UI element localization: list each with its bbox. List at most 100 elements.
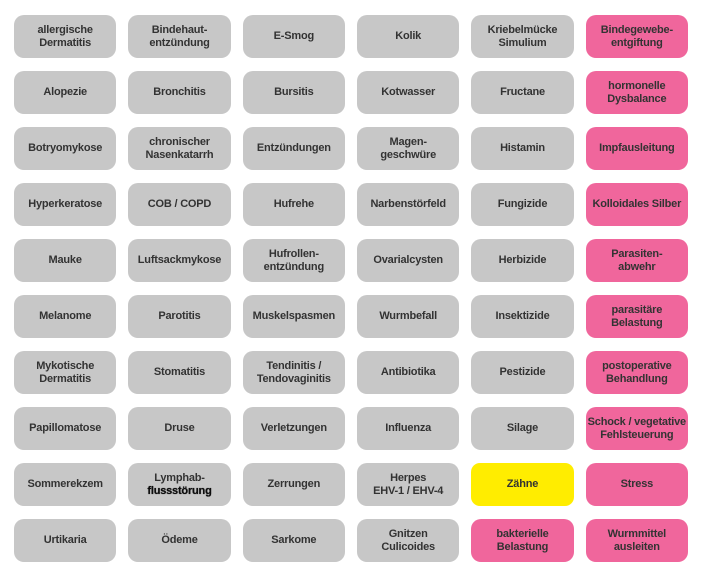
tile-label: Dermatitis bbox=[39, 372, 92, 385]
tile-narbenstörfeld[interactable]: Narbenstörfeld bbox=[357, 183, 460, 226]
tile-label: Magen- bbox=[389, 135, 428, 148]
tile-schock-vegetative-fehlsteuerung[interactable]: Schock / vegetative Fehlsteuerung bbox=[585, 407, 688, 450]
tile-label: Fructane bbox=[500, 86, 545, 99]
tile-label: Parasiten- bbox=[611, 247, 663, 260]
tile-label: Druse bbox=[164, 422, 195, 435]
tile-bindehaut-entzündung[interactable]: Bindehaut-entzündung bbox=[128, 15, 231, 58]
tile-alopezie[interactable]: Alopezie bbox=[14, 71, 117, 114]
tile-label: Kriebelmücke bbox=[487, 23, 558, 36]
tile-muskelspasmen[interactable]: Muskelspasmen bbox=[242, 295, 345, 338]
tile-bronchitis[interactable]: Bronchitis bbox=[128, 71, 231, 114]
tile-label: Tendovaginitis bbox=[256, 372, 331, 385]
tile-label: Verletzungen bbox=[260, 422, 327, 435]
tile-pestizide[interactable]: Pestizide bbox=[471, 351, 574, 394]
tile-label: Kolloidales Silber bbox=[592, 198, 682, 211]
tile-label: bakterielle bbox=[496, 527, 549, 540]
tile-wurmbefall[interactable]: Wurmbefall bbox=[357, 295, 460, 338]
tile-e-smog[interactable]: E-Smog bbox=[242, 15, 345, 58]
tile-label: Influenza bbox=[385, 422, 432, 435]
tile-kotwasser[interactable]: Kotwasser bbox=[357, 71, 460, 114]
tile-allergische-dermatitis[interactable]: allergische Dermatitis bbox=[14, 15, 117, 58]
tile-label: Pestizide bbox=[499, 366, 546, 379]
tile-stomatitis[interactable]: Stomatitis bbox=[128, 351, 231, 394]
tile-label: abwehr bbox=[618, 260, 656, 273]
tile-mykotische-dermatitis[interactable]: Mykotische Dermatitis bbox=[14, 351, 117, 394]
tile-gnitzen-culicoides[interactable]: Gnitzen Culicoides bbox=[357, 519, 460, 562]
tile-label: Hufrollen- bbox=[268, 247, 319, 260]
tile-label: Hyperkeratose bbox=[28, 198, 103, 211]
tile-label: Simulium bbox=[498, 36, 547, 49]
tile-druse[interactable]: Druse bbox=[128, 407, 231, 450]
tile-antibiotika[interactable]: Antibiotika bbox=[357, 351, 460, 394]
tile-label: Sommerekzem bbox=[27, 478, 103, 491]
tile-label: Kotwasser bbox=[381, 86, 436, 99]
tile-hufrollen-entzündung[interactable]: Hufrollen-entzündung bbox=[242, 239, 345, 282]
tile-label: Dysbalance bbox=[607, 92, 667, 105]
tile-hufrehe[interactable]: Hufrehe bbox=[242, 183, 345, 226]
tile-label: Herpes bbox=[390, 471, 427, 484]
tile-kolik[interactable]: Kolik bbox=[357, 15, 460, 58]
tile-papillomatose[interactable]: Papillomatose bbox=[14, 407, 117, 450]
tile-parasitäre-belastung[interactable]: parasitäre Belastung bbox=[585, 295, 688, 338]
tile-magen-geschwüre[interactable]: Magen-geschwüre bbox=[357, 127, 460, 170]
tile-hyperkeratose[interactable]: Hyperkeratose bbox=[14, 183, 117, 226]
tile-label: Stress bbox=[620, 478, 654, 491]
tile-label: Belastung bbox=[611, 316, 663, 329]
tile-sarkome[interactable]: Sarkome bbox=[242, 519, 345, 562]
tile-lymphab-flussstörung[interactable]: Lymphab-flussstörung bbox=[128, 463, 231, 506]
tile-silage[interactable]: Silage bbox=[471, 407, 574, 450]
tile-herpes-ehv-1-ehv-4[interactable]: Herpes EHV-1 / EHV-4 bbox=[357, 463, 460, 506]
tile-label: Parotitis bbox=[158, 310, 201, 323]
tile-label: Kolik bbox=[395, 30, 422, 43]
tile-label: Urtikaria bbox=[43, 534, 87, 547]
tile-label: entgiftung bbox=[610, 36, 663, 49]
tile-parotitis[interactable]: Parotitis bbox=[128, 295, 231, 338]
tile-label: Bindegewebe- bbox=[600, 23, 673, 36]
tile-label: Gnitzen bbox=[388, 527, 428, 540]
tile-ovarialcysten[interactable]: Ovarialcysten bbox=[357, 239, 460, 282]
tile-bursitis[interactable]: Bursitis bbox=[242, 71, 345, 114]
tile-mauke[interactable]: Mauke bbox=[14, 239, 117, 282]
tile-tendinitis-tendovaginitis[interactable]: Tendinitis / Tendovaginitis bbox=[242, 351, 345, 394]
tile-kriebelmücke-simulium[interactable]: Kriebelmücke Simulium bbox=[471, 15, 574, 58]
tile-botryomykose[interactable]: Botryomykose bbox=[14, 127, 117, 170]
tile-zähne[interactable]: Zähne bbox=[471, 463, 574, 506]
tile-label: allergische bbox=[37, 23, 93, 36]
tile-insektizide[interactable]: Insektizide bbox=[471, 295, 574, 338]
tile-histamin[interactable]: Histamin bbox=[471, 127, 574, 170]
tile-label: Herbizide bbox=[498, 254, 547, 267]
tile-label: Nasenkatarrh bbox=[145, 148, 214, 161]
tile-verletzungen[interactable]: Verletzungen bbox=[242, 407, 345, 450]
tile-impfausleitung[interactable]: Impfausleitung bbox=[585, 127, 688, 170]
tile-melanome[interactable]: Melanome bbox=[14, 295, 117, 338]
tile-urtikaria[interactable]: Urtikaria bbox=[14, 519, 117, 562]
tile-label: Culicoides bbox=[381, 540, 435, 553]
tile-influenza[interactable]: Influenza bbox=[357, 407, 460, 450]
tile-postoperative-behandlung[interactable]: postoperative Behandlung bbox=[585, 351, 688, 394]
condition-grid: allergische Dermatitis Bindehaut-entzündun… bbox=[14, 15, 688, 562]
tile-cob-copd[interactable]: COB / COPD bbox=[128, 183, 231, 226]
tile-parasiten-abwehr[interactable]: Parasiten-abwehr bbox=[585, 239, 688, 282]
tile-ödeme[interactable]: Ödeme bbox=[128, 519, 231, 562]
tile-entzündungen[interactable]: Entzündungen bbox=[242, 127, 345, 170]
tile-fructane[interactable]: Fructane bbox=[471, 71, 574, 114]
tile-stress[interactable]: Stress bbox=[585, 463, 688, 506]
tile-label: Alopezie bbox=[43, 86, 87, 99]
tile-chronischer-nasenkatarrh[interactable]: chronischer Nasenkatarrh bbox=[128, 127, 231, 170]
tile-wurmmittel-ausleiten[interactable]: Wurmmittel ausleiten bbox=[585, 519, 688, 562]
tile-label: Entzündungen bbox=[256, 142, 331, 155]
tile-label: geschwüre bbox=[380, 148, 436, 161]
tile-luftsackmykose[interactable]: Luftsackmykose bbox=[128, 239, 231, 282]
tile-bindegewebe-entgiftung[interactable]: Bindegewebe-entgiftung bbox=[585, 15, 688, 58]
tile-sommerekzem[interactable]: Sommerekzem bbox=[14, 463, 117, 506]
tile-bakterielle-belastung[interactable]: bakterielle Belastung bbox=[471, 519, 574, 562]
tile-zerrungen[interactable]: Zerrungen bbox=[242, 463, 345, 506]
tile-label: Behandlung bbox=[606, 372, 668, 385]
tile-label: E-Smog bbox=[273, 30, 315, 43]
tile-label: Bursitis bbox=[274, 86, 314, 99]
tile-herbizide[interactable]: Herbizide bbox=[471, 239, 574, 282]
tile-kolloidales-silber[interactable]: Kolloidales Silber bbox=[585, 183, 688, 226]
tile-fungizide[interactable]: Fungizide bbox=[471, 183, 574, 226]
tile-label: Luftsackmykose bbox=[137, 254, 222, 267]
tile-hormonelle-dysbalance[interactable]: hormonelle Dysbalance bbox=[585, 71, 688, 114]
